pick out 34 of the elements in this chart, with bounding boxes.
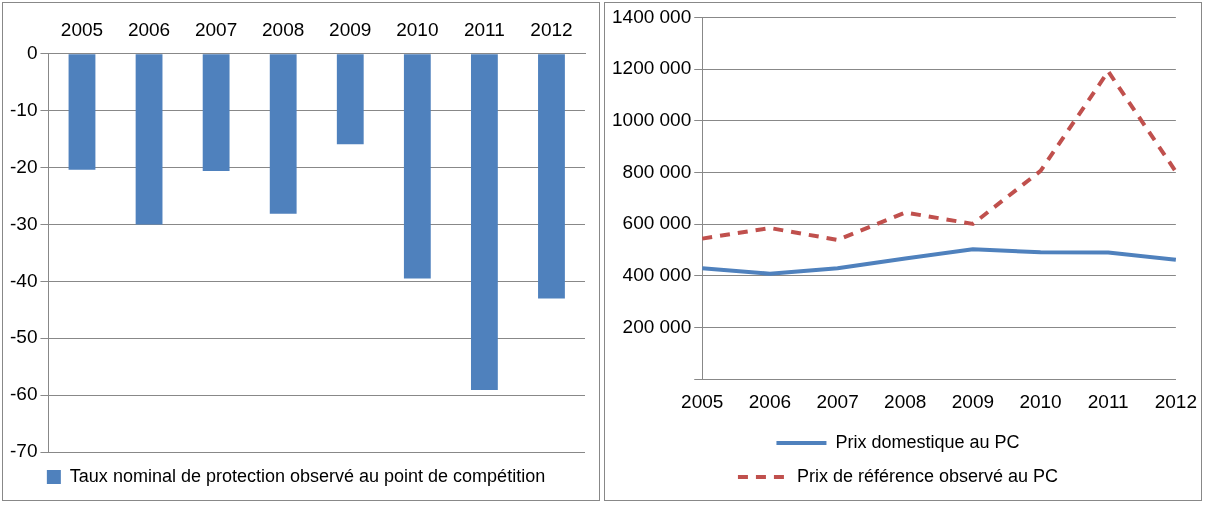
y-tick-label: 0	[26, 42, 38, 64]
x-tick-label: 2011	[463, 18, 505, 40]
y-tick-label: -20	[9, 155, 38, 177]
y-tick-label: 1200 000	[612, 57, 692, 79]
y-tick-label: 1400 000	[612, 5, 692, 27]
y-tick-label: -30	[9, 212, 38, 234]
x-tick-label: 2012	[530, 18, 573, 40]
legend-label: Taux nominal de protection observé au point de compétition	[69, 465, 546, 486]
x-tick-label: 2007	[194, 18, 238, 40]
y-tick-label: -50	[9, 326, 38, 348]
x-tick-label: 2009	[329, 18, 372, 40]
y-tick-label: 200 000	[622, 315, 692, 337]
x-tick-label: 2008	[884, 390, 927, 412]
y-tick-label: -10	[9, 98, 38, 120]
x-tick-label: 2006	[748, 390, 792, 412]
x-tick-label: 2007	[816, 390, 859, 412]
y-tick-label: -70	[9, 440, 38, 462]
x-tick-label: 2006	[127, 18, 171, 40]
y-tick-label: 800 000	[622, 160, 692, 182]
y-tick-label: 400 000	[622, 264, 692, 286]
y-tick-label: 600 000	[622, 212, 692, 234]
x-tick-label: 2012	[1154, 390, 1198, 412]
legend-label: Prix de référence observé au PC	[796, 465, 1059, 486]
x-tick-label: 2009	[951, 390, 995, 412]
x-tick-label: 2005	[681, 390, 724, 412]
legend-label: Prix domestique au PC	[835, 431, 1020, 452]
y-tick-label: 1000 000	[612, 109, 692, 131]
x-tick-label: 2008	[262, 18, 305, 40]
x-tick-label: 2010	[1019, 390, 1062, 412]
y-tick-label: -60	[9, 383, 38, 405]
x-tick-label: 2011	[1087, 390, 1129, 412]
x-tick-label: 2005	[60, 18, 104, 40]
y-tick-label: -40	[9, 269, 38, 291]
x-tick-label: 2010	[396, 18, 439, 40]
